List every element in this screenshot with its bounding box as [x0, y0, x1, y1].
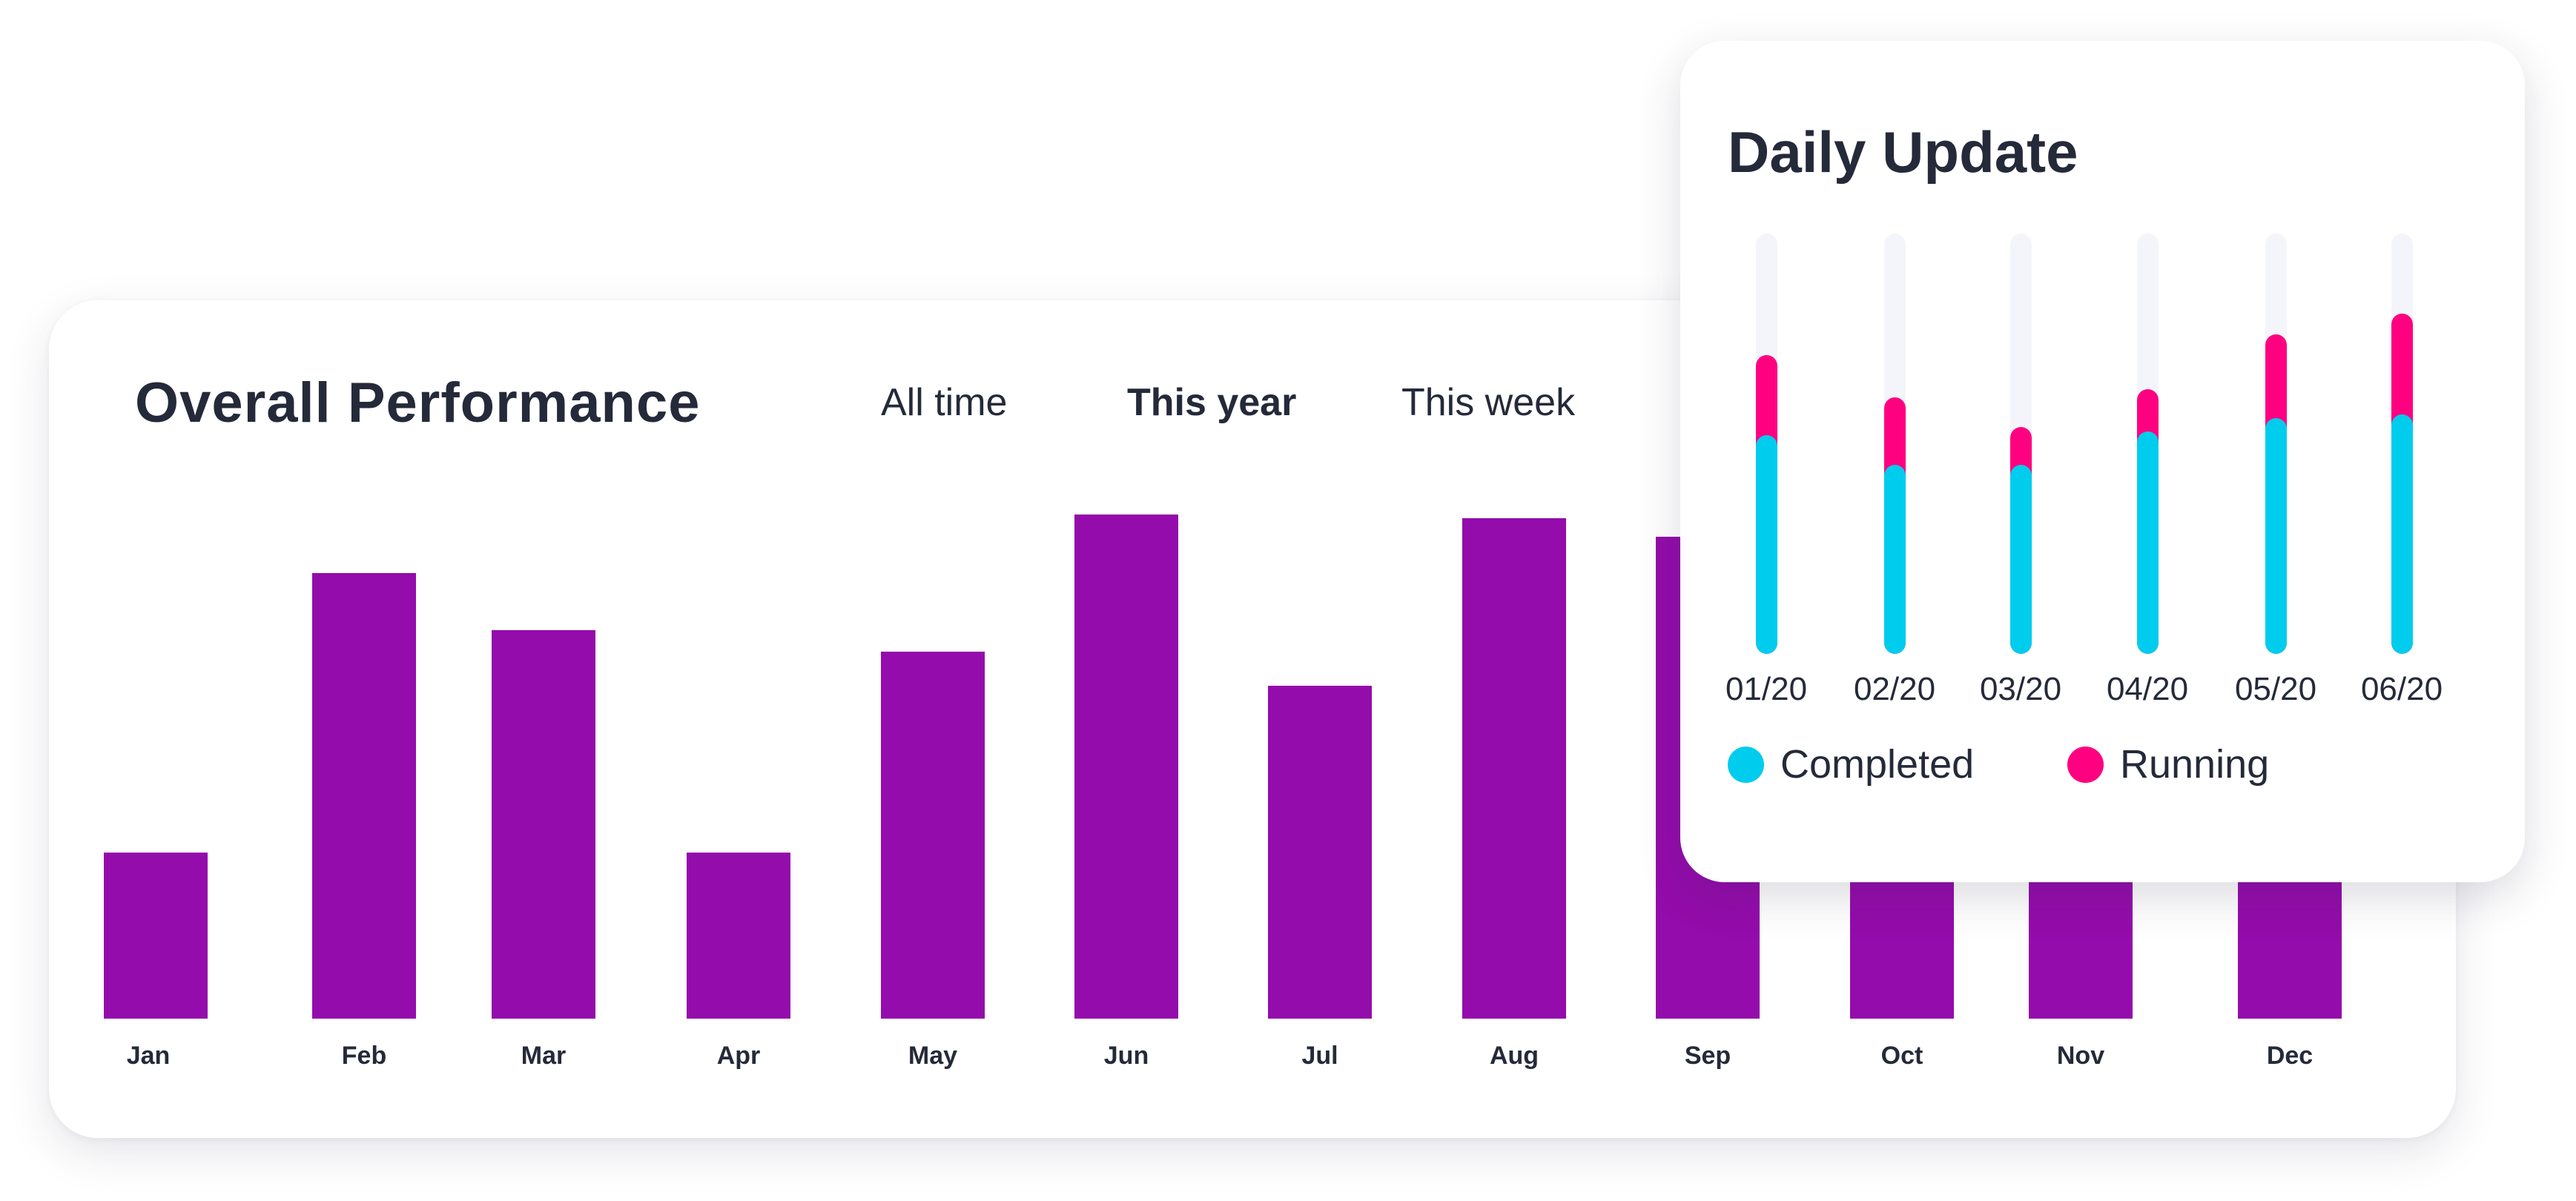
completed-segment — [2137, 431, 2159, 654]
month-label: Sep — [1684, 1042, 1731, 1070]
performance-title: Overall Performance — [135, 371, 701, 434]
bar-feb — [312, 573, 416, 1019]
month-label: May — [908, 1042, 958, 1070]
date-label: 04/20 — [2106, 671, 2189, 707]
legend-completed-label: Completed — [1780, 742, 1975, 787]
completed-segment — [1756, 435, 1777, 654]
daily-track — [1756, 234, 1777, 654]
bar-jun — [1074, 515, 1178, 1019]
month-label: Jan — [126, 1042, 171, 1070]
bar-aug — [1462, 517, 1566, 1019]
daily-update-title: Daily Update — [1728, 119, 2078, 185]
bar-jul — [1268, 685, 1372, 1019]
legend-running-label: Running — [2120, 742, 2270, 787]
daily-track — [1884, 234, 1906, 654]
legend-completed: Completed — [1728, 741, 1974, 787]
tab-this-week[interactable]: This week — [1401, 381, 1576, 424]
completed-segment — [1884, 464, 1906, 654]
date-label: 02/20 — [1853, 671, 1936, 707]
month-label: Jun — [1103, 1042, 1149, 1070]
month-label: Jul — [1301, 1042, 1338, 1070]
completed-segment — [2265, 418, 2287, 654]
daily-track — [2265, 234, 2287, 654]
date-label: 05/20 — [2234, 671, 2317, 707]
daily-track — [2137, 234, 2159, 654]
daily-track — [2010, 234, 2032, 654]
completed-dot-icon — [1728, 746, 1764, 783]
tab-this-year[interactable]: This year — [1127, 381, 1297, 424]
completed-segment — [2010, 464, 2032, 654]
date-label: 01/20 — [1725, 671, 1808, 707]
bar-may — [881, 652, 985, 1019]
month-label: Mar — [521, 1042, 567, 1070]
bar-mar — [492, 630, 595, 1019]
bar-jan — [104, 853, 208, 1019]
date-label: 03/20 — [1979, 671, 2062, 707]
month-label: Oct — [1880, 1042, 1923, 1070]
bar-apr — [687, 853, 790, 1019]
legend-running: Running — [2067, 741, 2269, 787]
month-label: Aug — [1489, 1042, 1539, 1070]
tab-all-time[interactable]: All time — [881, 381, 1008, 424]
daily-update-card: Daily Update 01/20 02/20 03/20 04/20 05/20 06… — [1680, 41, 2525, 882]
completed-segment — [2391, 414, 2413, 654]
month-label: Dec — [2266, 1042, 2314, 1070]
month-label: Apr — [716, 1042, 761, 1070]
date-label: 06/20 — [2360, 671, 2443, 707]
daily-track — [2391, 234, 2413, 654]
month-label: Feb — [341, 1042, 387, 1070]
running-dot-icon — [2067, 746, 2104, 783]
month-label: Nov — [2056, 1042, 2105, 1070]
